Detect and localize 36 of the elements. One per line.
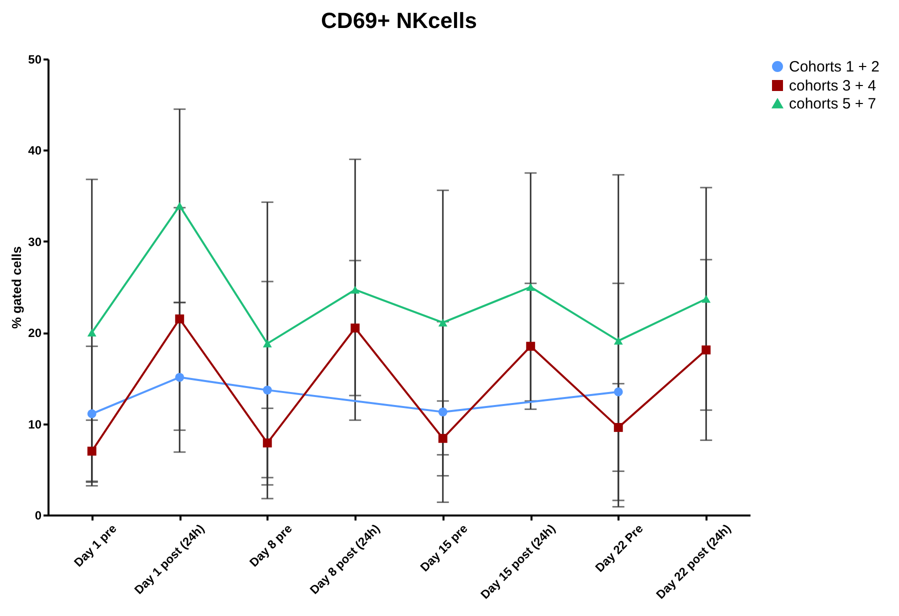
point [87, 328, 96, 336]
x-tick-label: Day 1 pre [71, 521, 120, 570]
point [175, 202, 184, 210]
legend-label: cohorts 3 + 4 [789, 78, 876, 94]
point [262, 386, 272, 395]
point [175, 314, 184, 324]
point [87, 446, 96, 456]
x-tick-label: Day 8 pre [246, 521, 296, 570]
chart-title: CD69+ NKcells [321, 8, 477, 33]
point [262, 438, 272, 448]
point [175, 372, 184, 382]
point [438, 407, 448, 416]
point [614, 422, 623, 432]
point [614, 336, 623, 345]
y-tick-label: 0 [34, 508, 42, 522]
point [614, 387, 623, 396]
point [702, 345, 711, 354]
y-tick-label: 50 [28, 52, 42, 66]
legend-label: cohorts 5 + 7 [789, 96, 876, 112]
x-tick-label: Day 22 Pre [592, 521, 646, 575]
point [438, 318, 448, 326]
point [87, 409, 96, 418]
point [438, 434, 448, 443]
legend-label: Cohorts 1 + 2 [789, 58, 880, 76]
point [350, 286, 360, 294]
y-tick-label: 10 [28, 417, 42, 432]
point [350, 324, 360, 333]
point [526, 283, 536, 291]
y-axis-title: % gated cells [9, 246, 24, 329]
x-tick-label: Day 15 pre [418, 521, 471, 574]
point [526, 342, 536, 351]
point [262, 340, 272, 348]
y-tick-label: 40 [28, 144, 42, 158]
point [702, 294, 711, 303]
y-tick-label: 20 [28, 326, 42, 340]
y-tick-label: 30 [28, 234, 42, 249]
